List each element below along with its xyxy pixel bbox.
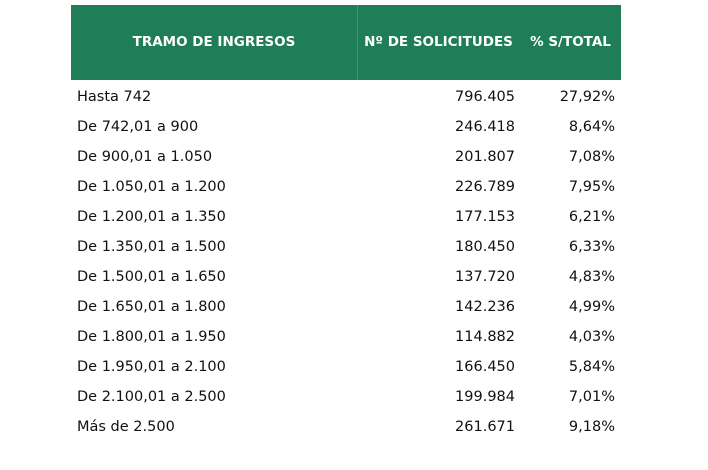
- count-cell: 177.153: [455, 209, 515, 225]
- range-cell: Hasta 742: [77, 89, 152, 105]
- count-cell: 796.405: [455, 89, 515, 105]
- count-cell: 261.671: [455, 419, 515, 435]
- count-cell: 114.882: [455, 329, 515, 345]
- header-separator: [357, 5, 358, 80]
- percent-cell: 6,33%: [568, 239, 615, 255]
- header-cell: % S/TOTAL: [530, 34, 611, 50]
- count-cell: 137.720: [455, 269, 515, 285]
- percent-cell: 9,18%: [568, 419, 615, 435]
- percent-cell: 4,99%: [568, 299, 615, 315]
- count-cell: 246.418: [455, 119, 515, 135]
- count-cell: 199.984: [455, 389, 515, 405]
- table-header: TRAMO DE INGRESOS Nº DE SOLICITUDES % S/…: [71, 5, 621, 80]
- count-cell: 226.789: [455, 179, 515, 195]
- count-cell: 201.807: [455, 149, 515, 165]
- range-cell: De 1.350,01 a 1.500: [77, 239, 226, 255]
- count-cell: 166.450: [455, 359, 515, 375]
- percent-cell: 7,01%: [568, 389, 615, 405]
- range-cell: De 1.200,01 a 1.350: [77, 209, 226, 225]
- range-cell: Más de 2.500: [77, 419, 175, 435]
- percent-cell: 6,21%: [568, 209, 615, 225]
- percent-cell: 8,64%: [568, 119, 615, 135]
- range-cell: De 1.800,01 a 1.950: [77, 329, 226, 345]
- range-cell: De 1.050,01 a 1.200: [77, 179, 226, 195]
- percent-cell: 5,84%: [568, 359, 615, 375]
- percent-cell: 7,08%: [568, 149, 615, 165]
- percent-cell: 27,92%: [559, 89, 615, 105]
- range-cell: De 742,01 a 900: [77, 119, 199, 135]
- range-cell: De 900,01 a 1.050: [77, 149, 213, 165]
- range-cell: De 1.950,01 a 2.100: [77, 359, 226, 375]
- range-cell: De 1.650,01 a 1.800: [77, 299, 226, 315]
- range-cell: De 1.500,01 a 1.650: [77, 269, 226, 285]
- percent-cell: 4,83%: [568, 269, 615, 285]
- count-cell: 180.450: [455, 239, 515, 255]
- header-cell: TRAMO DE INGRESOS: [132, 34, 296, 50]
- percent-cell: 4,03%: [568, 329, 615, 345]
- range-cell: De 2.100,01 a 2.500: [77, 389, 226, 405]
- percent-cell: 7,95%: [568, 179, 615, 195]
- header-cell: Nº DE SOLICITUDES: [364, 34, 513, 50]
- count-cell: 142.236: [455, 299, 515, 315]
